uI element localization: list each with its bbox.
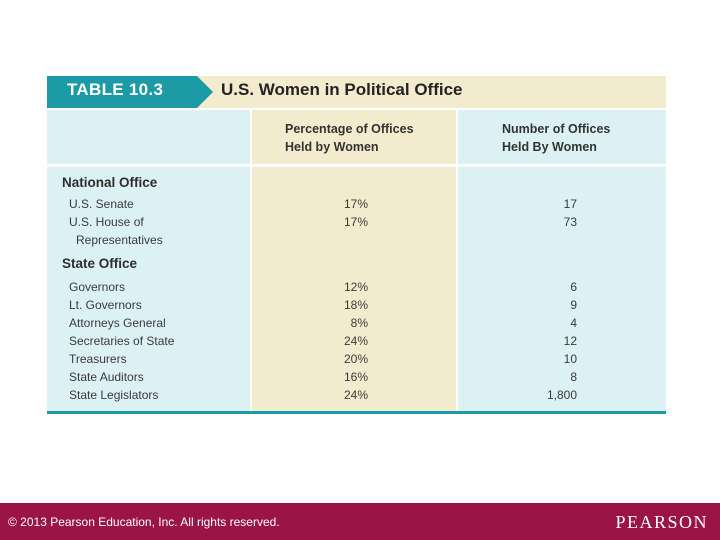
row-pct-us-senate: 17% [343, 197, 368, 211]
row-label-state-auditors: State Auditors [69, 370, 144, 384]
row-label-us-senate: U.S. Senate [69, 197, 134, 211]
percentage-column [252, 167, 456, 411]
section-national-office: National Office [62, 175, 158, 190]
row-num-lt-governors: 9 [570, 298, 577, 312]
table-title-bar: TABLE 10.3 U.S. Women in Political Offic… [47, 76, 666, 108]
pearson-logo: PEARSON [615, 512, 708, 532]
table-number: TABLE 10.3 [67, 80, 164, 99]
row-label-us-house: U.S. House of [69, 215, 144, 229]
row-num-state-legislators: 1,800 [546, 388, 577, 402]
row-num-us-house: 73 [563, 215, 577, 229]
row-pct-attorneys-general: 8% [350, 316, 368, 330]
data-table: TABLE 10.3 U.S. Women in Political Offic… [47, 76, 666, 414]
row-num-us-senate: 17 [563, 197, 577, 211]
row-num-governors: 6 [570, 280, 577, 294]
row-pct-state-legislators: 24% [343, 388, 368, 402]
row-label-governors: Governors [69, 280, 126, 294]
row-label-lt-governors: Lt. Governors [69, 298, 142, 312]
row-num-state-auditors: 8 [570, 370, 577, 384]
header-percentage: Percentage of Offices Held by Women [285, 122, 414, 154]
row-label-us-house-cont: Representatives [76, 233, 163, 247]
row-pct-state-auditors: 16% [343, 370, 368, 384]
table-header-row: Percentage of Offices Held by Women Numb… [47, 110, 666, 164]
office-column [47, 167, 250, 411]
row-label-attorneys-general: Attorneys General [69, 316, 166, 330]
copyright-text: © 2013 Pearson Education, Inc. All right… [8, 515, 280, 529]
row-pct-governors: 12% [343, 280, 368, 294]
header-office-cell [47, 110, 250, 164]
row-num-treasurers: 10 [563, 352, 577, 366]
table-bottom-rule [47, 411, 666, 414]
row-pct-lt-governors: 18% [343, 298, 368, 312]
section-state-office: State Office [62, 256, 138, 271]
row-pct-secretaries-of-state: 24% [343, 334, 368, 348]
row-label-secretaries-of-state: Secretaries of State [69, 334, 175, 348]
table-title: U.S. Women in Political Office [221, 80, 463, 99]
row-label-state-legislators: State Legislators [69, 388, 159, 402]
header-percentage-cell: Percentage of Offices Held by Women [252, 110, 456, 164]
table-body: National Office U.S. Senate 17% 17 U.S. … [47, 167, 666, 411]
row-num-attorneys-general: 4 [570, 316, 577, 330]
header-number-cell: Number of Offices Held By Women [458, 110, 666, 164]
header-number: Number of Offices Held By Women [502, 122, 611, 154]
table-number-tab [47, 76, 213, 108]
row-pct-us-house: 17% [343, 215, 368, 229]
footer-bar: © 2013 Pearson Education, Inc. All right… [0, 503, 720, 540]
row-num-secretaries-of-state: 12 [563, 334, 577, 348]
number-column [458, 167, 666, 411]
row-pct-treasurers: 20% [343, 352, 368, 366]
row-label-treasurers: Treasurers [69, 352, 127, 366]
